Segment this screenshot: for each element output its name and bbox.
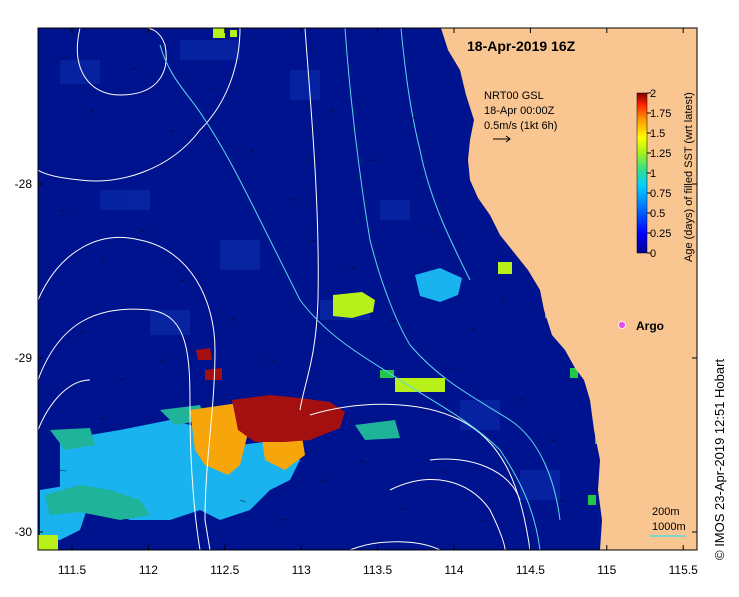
lon-tick-label: 111.5 bbox=[58, 563, 87, 577]
lon-tick-label: 112.5 bbox=[210, 563, 239, 577]
contour-1000-label: 1000m bbox=[652, 521, 686, 533]
colorbar-ticks: 2 1.75 1.5 1.25 1 0.75 0.5 0.25 0 bbox=[647, 88, 671, 260]
colorbar-tick-label: 2 bbox=[650, 88, 656, 100]
sst-fill-lime bbox=[38, 28, 538, 550]
contour-200-label: 200m bbox=[652, 506, 680, 518]
sst-fill-darkred bbox=[196, 348, 345, 442]
land bbox=[441, 28, 697, 550]
colorbar-tick-label: 0.75 bbox=[650, 188, 671, 200]
lon-tick-label: 113.5 bbox=[363, 563, 392, 577]
lon-tick-label: 112 bbox=[139, 563, 158, 577]
colorbar-tick-label: 1.5 bbox=[650, 128, 665, 140]
lon-axis: 111.5 112 112.5 113 113.5 114 114.5 115 115.5 bbox=[58, 28, 698, 577]
colorbar-tick-label: 1 bbox=[650, 168, 656, 180]
lon-tick-label: 113 bbox=[292, 563, 311, 577]
colorbar: 2 1.75 1.5 1.25 1 0.75 0.5 0.25 0 Age (days) of … bbox=[636, 88, 695, 262]
sst-contours bbox=[38, 28, 531, 550]
colorbar-label: Age (days) of filled SST (wrt latest) bbox=[683, 92, 695, 262]
colorbar-tick-label: 1.25 bbox=[650, 148, 671, 160]
colorbar-tick-label: 1.75 bbox=[650, 108, 671, 120]
lon-tick-label: 114.5 bbox=[516, 563, 545, 577]
current-scale-arrow bbox=[493, 135, 511, 143]
ocean-texture bbox=[60, 40, 560, 500]
lat-tick-label: -29 bbox=[15, 351, 33, 365]
credit-text: © IMOS 23-Apr-2019 12:51 Hobart bbox=[712, 358, 727, 560]
lat-tick-label: -28 bbox=[15, 177, 33, 191]
lon-tick-label: 114 bbox=[444, 563, 463, 577]
data-source: NRT00 GSL bbox=[484, 90, 544, 102]
colorbar-tick-label: 0.25 bbox=[650, 228, 671, 240]
argo-label: Argo bbox=[636, 319, 664, 333]
lat-axis: -28 -29 -30 bbox=[15, 177, 697, 539]
lon-tick-label: 115.5 bbox=[669, 563, 698, 577]
lat-tick-label: -30 bbox=[15, 525, 33, 539]
current-vectors bbox=[59, 56, 566, 523]
isobath-contours bbox=[159, 28, 561, 550]
current-scale: 0.5m/s (1kt 6h) bbox=[484, 120, 557, 132]
colorbar-tick-label: 0.5 bbox=[650, 208, 665, 220]
map-title: 18-Apr-2019 16Z bbox=[467, 38, 576, 54]
colorbar-ramp bbox=[636, 92, 648, 254]
map-plot-area: Argo 18-Apr-2019 16Z NRT00 GSL 18-Apr 00… bbox=[38, 28, 697, 550]
data-time: 18-Apr 00:00Z bbox=[484, 105, 555, 117]
map-frame bbox=[37, 27, 698, 551]
argo-marker[interactable] bbox=[618, 321, 626, 329]
lon-tick-label: 115 bbox=[597, 563, 616, 577]
colorbar-tick-label: 0 bbox=[650, 248, 656, 260]
